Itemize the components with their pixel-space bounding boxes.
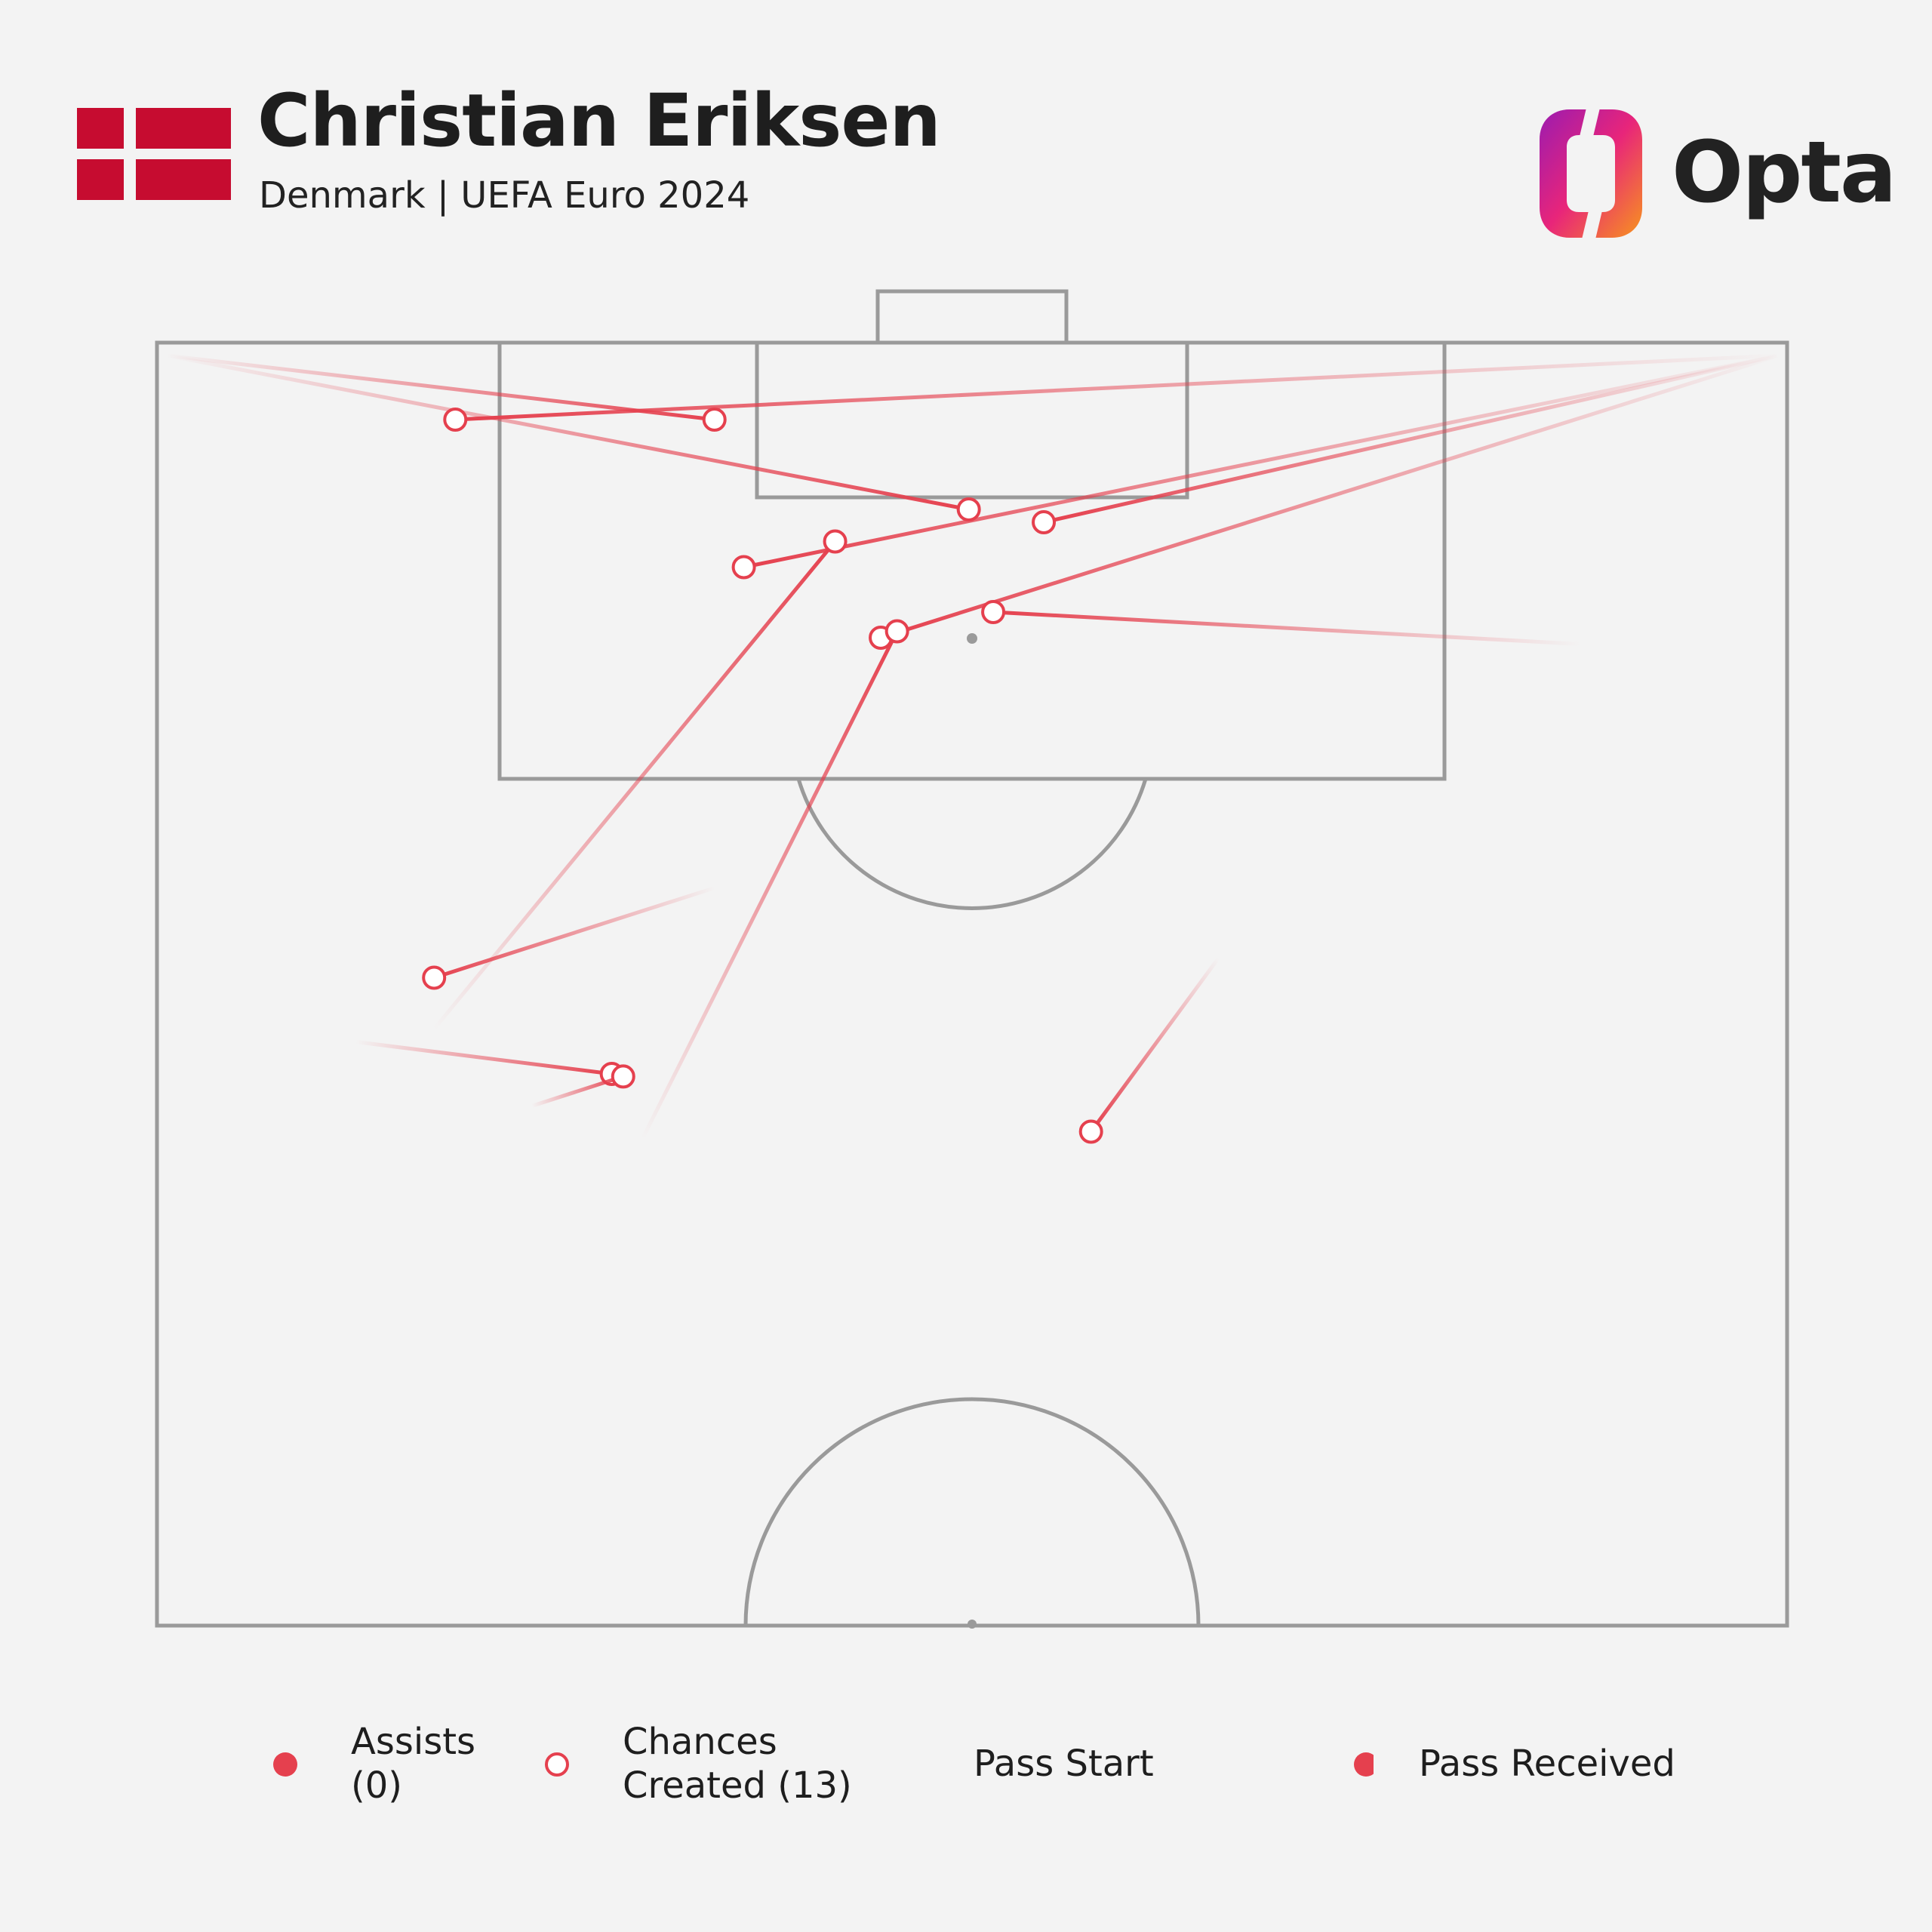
chance-marker [731,555,756,580]
chance-pass-line [992,610,1580,646]
legend-chances-label: Chances Created (13) [623,1721,852,1807]
chance-marker [1032,510,1057,534]
chance-marker-icon [545,1752,569,1777]
opta-logo: Opta [1540,109,1897,238]
chance-pass-line [433,886,715,980]
pass-layer [166,353,1780,1144]
chance-marker [611,1064,635,1089]
chance-marker [443,408,468,432]
chance-pass-line [1089,957,1220,1133]
assist-marker-icon [273,1752,297,1777]
chance-marker [422,965,447,990]
chance-marker [1078,1119,1103,1144]
goal [875,289,1069,345]
penalty-area [497,340,1447,781]
center-circle-arc [743,1397,1201,1626]
six-yard-box [755,340,1189,500]
chance-pass-line [166,353,715,422]
penalty-arc [796,778,1148,910]
chance-pass-line [641,630,899,1140]
denmark-flag-icon [77,108,231,200]
player-name: Christian Eriksen [257,78,941,163]
team-competition: Denmark | UEFA Euro 2024 [259,174,750,217]
chance-marker [981,600,1006,624]
chance-pass-line [531,1075,624,1108]
chance-marker [884,619,909,644]
chance-pass-line [432,540,837,1031]
chance-pass-line [355,1040,612,1076]
chance-marker [823,529,848,554]
opta-logo-text: Opta [1672,124,1897,222]
legend-assists-label: Assists (0) [351,1721,476,1807]
chance-marker [702,408,727,432]
chance-pass-line [743,353,1780,569]
pitch-outline [155,340,1789,1628]
legend-pass-received-label: Pass Received [1419,1743,1675,1785]
chance-marker [956,497,981,521]
center-spot [968,1620,977,1629]
opta-logo-icon [1540,109,1642,238]
chance-pass-line [880,353,1780,640]
pass-line-legend-icon [1165,1752,1374,1777]
chance-pass-line [166,353,970,512]
legend-pass-start-label: Pass Start [974,1743,1154,1785]
chance-pass-line [1043,353,1780,525]
pitch-lines [155,289,1789,1628]
chance-pass-line [455,353,1780,422]
penalty-spot [967,633,977,644]
flag-cross-horizontal [77,149,231,159]
